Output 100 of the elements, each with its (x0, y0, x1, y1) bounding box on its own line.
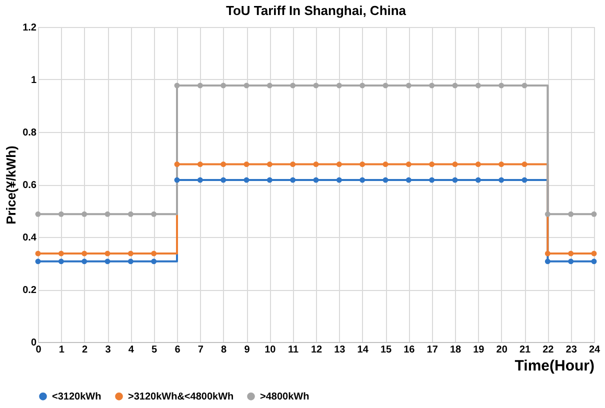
legend-label: >4800kWh (260, 391, 310, 402)
x-tick-label: 22 (542, 344, 554, 356)
x-axis-title: Time(Hour) (514, 358, 594, 374)
x-tick-label: 11 (288, 344, 300, 356)
point (568, 250, 574, 256)
point (406, 177, 412, 183)
point (313, 177, 319, 183)
point (429, 82, 435, 88)
point (104, 250, 110, 256)
y-tick-label: 0 (30, 338, 37, 348)
point (197, 177, 203, 183)
x-tick-label: 2 (82, 344, 88, 356)
x-tick-label: 14 (357, 344, 369, 356)
y-tick-label: 0.4 (22, 232, 37, 244)
x-tick-label: 3 (105, 344, 112, 356)
y-tick-label: 0.6 (22, 180, 37, 191)
point (35, 258, 41, 264)
point (475, 177, 481, 183)
point (151, 211, 157, 217)
x-tick-label: 18 (450, 344, 462, 356)
point (498, 82, 504, 88)
point (174, 82, 180, 88)
point (475, 82, 481, 88)
point (522, 177, 528, 183)
x-tick-label: 24 (588, 344, 600, 356)
point (406, 162, 412, 168)
point (498, 162, 504, 168)
point (58, 258, 64, 264)
y-tick-label: 0.8 (22, 128, 37, 138)
point (522, 82, 528, 88)
point (336, 82, 342, 88)
point (429, 162, 435, 168)
point (197, 162, 203, 168)
legend-label: >3120kWh&<4800kWh (128, 391, 234, 402)
point (244, 162, 250, 168)
point (568, 258, 574, 264)
x-tick-label: 5 (152, 344, 158, 356)
point (174, 177, 180, 183)
y-axis-title: Price(¥/kWh) (4, 146, 19, 224)
point (591, 250, 597, 256)
point (174, 162, 180, 168)
x-tick-label: 13 (334, 344, 346, 356)
point (406, 82, 412, 88)
point (452, 177, 458, 183)
point (360, 82, 366, 88)
point (220, 177, 226, 183)
point (151, 258, 157, 264)
point (82, 250, 88, 256)
point (313, 162, 319, 168)
point (266, 162, 272, 168)
point (591, 211, 597, 217)
point (290, 82, 296, 88)
point (382, 162, 388, 168)
point (266, 177, 272, 183)
point (104, 258, 110, 264)
x-tick-label: 7 (198, 344, 204, 356)
point (475, 162, 481, 168)
point (128, 250, 134, 256)
x-tick-label: 23 (566, 344, 578, 356)
x-tick-label: 16 (404, 344, 416, 356)
point (244, 177, 250, 183)
point (382, 177, 388, 183)
point (360, 177, 366, 183)
point (429, 177, 435, 183)
point (382, 82, 388, 88)
point (266, 82, 272, 88)
point (35, 211, 41, 217)
point (128, 258, 134, 264)
point (128, 211, 134, 217)
point (58, 211, 64, 217)
point (336, 162, 342, 168)
point (58, 250, 64, 256)
point (591, 258, 597, 264)
point (151, 250, 157, 256)
point (290, 162, 296, 168)
point (522, 162, 528, 168)
point (313, 82, 319, 88)
point (220, 162, 226, 168)
point (544, 250, 550, 256)
point (544, 211, 550, 217)
point (568, 211, 574, 217)
x-tick-label: 6 (174, 344, 181, 356)
point (452, 162, 458, 168)
point (244, 82, 250, 88)
point (452, 82, 458, 88)
y-tick-label: 1.2 (22, 22, 37, 34)
point (104, 211, 110, 217)
point (290, 177, 296, 183)
x-tick-label: 4 (128, 344, 134, 356)
x-tick-label: 19 (473, 344, 485, 356)
x-tick-label: 1 (58, 344, 65, 356)
y-tick-label: 1 (30, 75, 37, 86)
point (220, 82, 226, 88)
point (197, 82, 203, 88)
x-tick-label: 21 (519, 344, 531, 356)
legend-label: <3120kWh (52, 391, 102, 402)
point (35, 250, 41, 256)
point (360, 162, 366, 168)
point (498, 177, 504, 183)
point (336, 177, 342, 183)
